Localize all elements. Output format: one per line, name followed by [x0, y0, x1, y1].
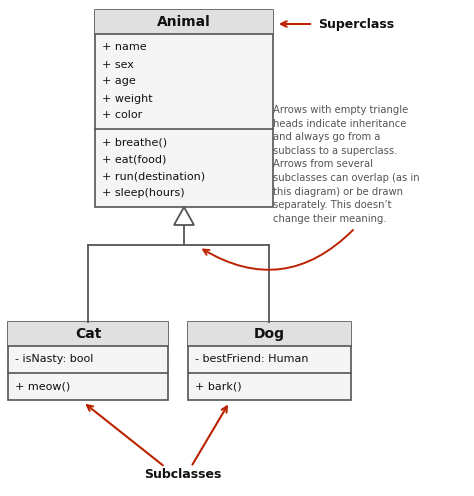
Text: + sex: + sex — [102, 60, 134, 69]
Text: + eat(food): + eat(food) — [102, 154, 166, 165]
Bar — [8, 322, 168, 400]
Bar — [188, 322, 351, 346]
Text: + sleep(hours): + sleep(hours) — [102, 188, 185, 198]
Text: + color: + color — [102, 111, 142, 121]
Text: Animal: Animal — [157, 15, 211, 29]
Text: - bestFriend: Human: - bestFriend: Human — [195, 355, 309, 365]
Text: + weight: + weight — [102, 94, 153, 104]
Text: + age: + age — [102, 76, 136, 86]
Text: Cat: Cat — [75, 327, 101, 341]
Text: + bark(): + bark() — [195, 381, 242, 391]
Text: Superclass: Superclass — [318, 18, 394, 31]
Text: + name: + name — [102, 43, 146, 53]
Bar — [95, 10, 273, 207]
Text: Subclasses: Subclasses — [144, 468, 222, 481]
Polygon shape — [174, 207, 194, 225]
Bar — [95, 10, 273, 34]
Bar — [188, 322, 351, 400]
Bar — [8, 322, 168, 346]
Text: - isNasty: bool: - isNasty: bool — [15, 355, 93, 365]
Text: Dog: Dog — [254, 327, 285, 341]
Text: + run(destination): + run(destination) — [102, 172, 205, 182]
FancyArrowPatch shape — [203, 230, 353, 270]
Text: Arrows with empty triangle
heads indicate inheritance
and always go from a
subcl: Arrows with empty triangle heads indicat… — [273, 105, 419, 224]
Text: + breathe(): + breathe() — [102, 137, 167, 147]
Text: + meow(): + meow() — [15, 381, 70, 391]
